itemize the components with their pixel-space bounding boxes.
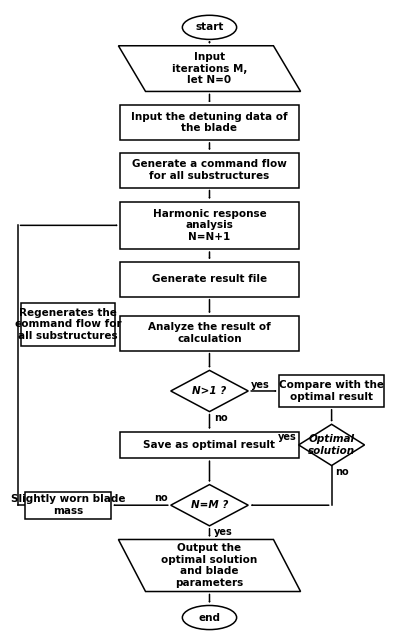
Ellipse shape bbox=[182, 605, 237, 630]
Polygon shape bbox=[171, 485, 248, 526]
Text: Slightly worn blade
mass: Slightly worn blade mass bbox=[11, 494, 125, 516]
Bar bbox=[120, 153, 299, 188]
Bar bbox=[120, 105, 299, 140]
Bar bbox=[120, 316, 299, 350]
Text: yes: yes bbox=[251, 380, 270, 390]
Text: no: no bbox=[154, 493, 168, 502]
Text: yes: yes bbox=[214, 527, 233, 537]
Text: Compare with the
optimal result: Compare with the optimal result bbox=[279, 380, 384, 402]
Ellipse shape bbox=[182, 15, 237, 39]
Text: Analyze the result of
calculation: Analyze the result of calculation bbox=[148, 322, 271, 344]
Bar bbox=[120, 202, 299, 249]
Bar bbox=[279, 375, 384, 407]
Text: Input the detuning data of
the blade: Input the detuning data of the blade bbox=[131, 112, 288, 134]
Polygon shape bbox=[299, 424, 364, 466]
Text: Input
iterations M,
let N=0: Input iterations M, let N=0 bbox=[172, 52, 247, 85]
Text: N=M ?: N=M ? bbox=[191, 500, 228, 510]
Bar bbox=[120, 262, 299, 297]
Text: N>1 ?: N>1 ? bbox=[192, 386, 227, 396]
Text: Harmonic response
analysis
N=N+1: Harmonic response analysis N=N+1 bbox=[153, 209, 266, 242]
Text: yes: yes bbox=[278, 432, 297, 442]
Text: Output the
optimal solution
and blade
parameters: Output the optimal solution and blade pa… bbox=[161, 543, 258, 588]
Text: no: no bbox=[214, 413, 228, 423]
Text: end: end bbox=[198, 612, 221, 623]
Text: no: no bbox=[335, 467, 348, 477]
Text: Generate result file: Generate result file bbox=[152, 274, 267, 284]
Bar bbox=[120, 432, 299, 459]
Text: start: start bbox=[195, 22, 224, 32]
Text: Generate a command flow
for all substructures: Generate a command flow for all substruc… bbox=[132, 160, 287, 181]
Bar bbox=[21, 303, 114, 346]
Polygon shape bbox=[118, 46, 301, 92]
Polygon shape bbox=[171, 370, 248, 411]
Text: Regenerates the
command flow for
all substructures: Regenerates the command flow for all sub… bbox=[15, 308, 121, 341]
Text: Optimal
solution: Optimal solution bbox=[308, 434, 355, 456]
Text: Save as optimal result: Save as optimal result bbox=[143, 440, 276, 450]
Bar bbox=[25, 492, 111, 518]
Polygon shape bbox=[118, 539, 301, 591]
